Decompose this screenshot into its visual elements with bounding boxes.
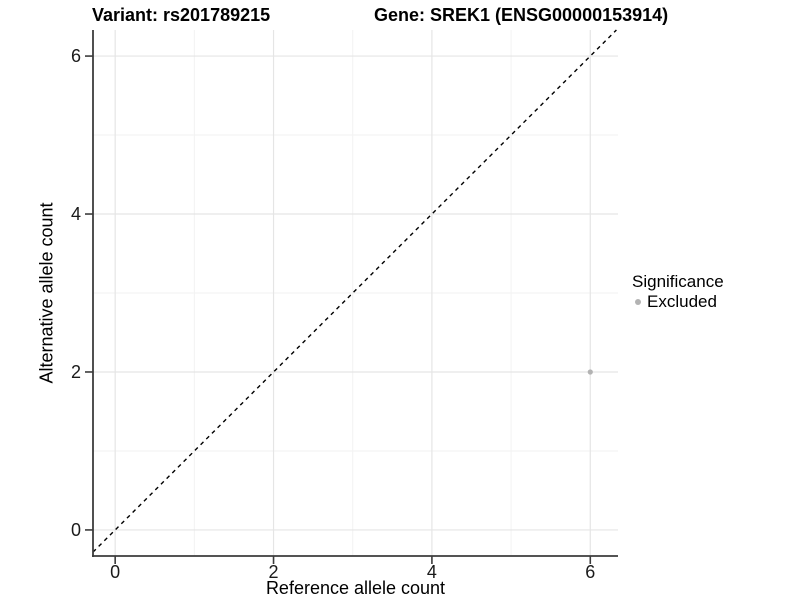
x-tick-label: 6 xyxy=(585,562,595,582)
legend-item-excluded: Excluded xyxy=(632,292,724,311)
excluded-point-icon xyxy=(635,298,641,305)
legend-item-label: Excluded xyxy=(647,292,717,311)
x-tick-label: 2 xyxy=(269,562,279,582)
data-point-excluded xyxy=(587,369,593,375)
legend-title: Significance xyxy=(632,272,724,291)
y-axis-title: Alternative allele count xyxy=(36,202,57,384)
identity-dashed-line xyxy=(92,29,617,553)
x-axis-title: Reference allele count xyxy=(265,578,446,598)
variant-title: Variant: rs201789215 xyxy=(92,5,271,25)
y-tick-label: 4 xyxy=(71,204,81,224)
legend: Significance Excluded xyxy=(632,272,724,311)
gene-title: Gene: SREK1 (ENSG00000153914) xyxy=(374,5,669,25)
y-tick-label: 6 xyxy=(71,46,81,66)
x-tick-label: 4 xyxy=(427,562,437,582)
y-tick-label: 2 xyxy=(71,362,81,382)
x-tick-label: 0 xyxy=(110,562,120,582)
y-tick-label: 0 xyxy=(71,520,81,540)
